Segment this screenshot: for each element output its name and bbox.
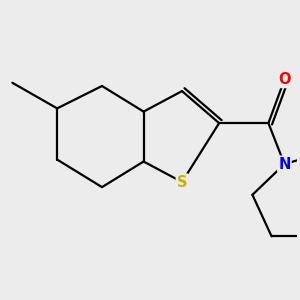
Text: N: N (278, 157, 291, 172)
Text: S: S (177, 175, 187, 190)
Text: O: O (278, 72, 291, 87)
